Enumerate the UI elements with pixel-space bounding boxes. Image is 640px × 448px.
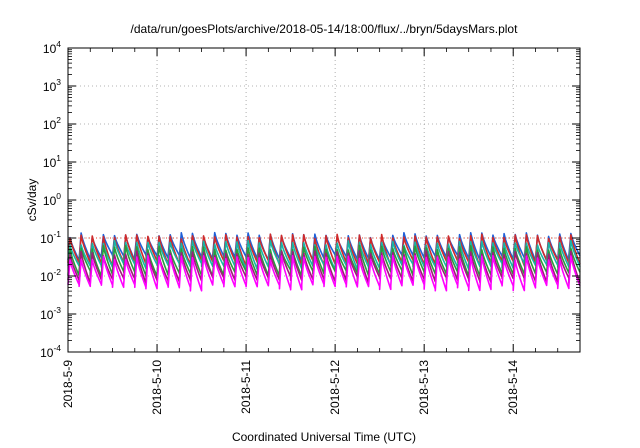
chart-title: /data/run/goesPlots/archive/2018-05-14/1… (131, 22, 519, 36)
x-tick-label: 2018-5-11 (239, 360, 253, 414)
y-tick-label-base: 10 (40, 232, 54, 246)
y-tick-label-base: 10 (43, 156, 57, 170)
y-tick-label-base: 10 (43, 194, 57, 208)
y-tick-label-exponent: 3 (56, 77, 61, 87)
y-tick-label: 10-2 (40, 267, 61, 284)
y-tick-label: 104 (43, 39, 61, 56)
x-tick-label: 2018-5-12 (328, 360, 342, 415)
data-series-line (67, 254, 581, 292)
y-axis-label: cSv/day (25, 179, 39, 222)
y-tick-label-base: 10 (43, 80, 57, 94)
x-axis-label: Coordinated Universal Time (UTC) (232, 430, 416, 444)
x-tick-label: 2018-5-10 (150, 360, 164, 415)
y-tick-label: 100 (43, 191, 61, 208)
series-group (67, 231, 581, 292)
y-tick-label: 10-3 (40, 305, 61, 322)
y-tick-label-exponent: 4 (56, 39, 61, 49)
y-tick-label: 10-1 (40, 229, 61, 246)
y-tick-label-exponent: 1 (56, 153, 61, 163)
y-tick-label-exponent: 2 (56, 115, 61, 125)
y-tick-label-exponent: -4 (53, 343, 61, 353)
y-tick-label-base: 10 (43, 42, 57, 56)
y-tick-label: 10-4 (40, 343, 61, 360)
y-tick-label: 103 (43, 77, 61, 94)
y-tick-label: 102 (43, 115, 61, 132)
y-tick-label-exponent: -2 (53, 267, 61, 277)
y-tick-label-base: 10 (40, 270, 54, 284)
y-tick-label-exponent: -3 (53, 305, 61, 315)
y-tick-label-base: 10 (40, 308, 54, 322)
x-tick-label: 2018-5-13 (417, 360, 431, 415)
x-tick-label: 2018-5-9 (61, 360, 75, 408)
y-tick-label-base: 10 (43, 118, 57, 132)
y-tick-label-exponent: 0 (56, 191, 61, 201)
axis-ticks (67, 47, 580, 353)
y-tick-label-exponent: -1 (53, 229, 61, 239)
x-tick-label: 2018-5-14 (506, 360, 520, 415)
x-tick-labels: 2018-5-9 2018-5-10 2018-5-11 2018-5-12 2018-… (61, 360, 520, 415)
y-tick-label: 101 (43, 153, 61, 170)
y-tick-label-base: 10 (40, 346, 54, 360)
